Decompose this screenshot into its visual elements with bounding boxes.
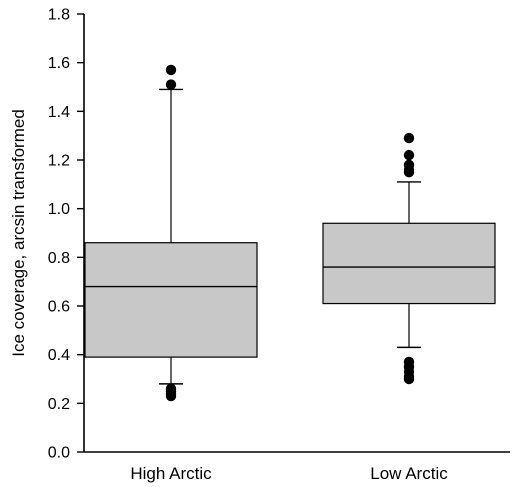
y-tick-label: 1.4 [48, 104, 70, 121]
outlier-point [165, 383, 177, 394]
y-tick-label: 0.0 [48, 445, 70, 462]
y-axis-title: Ice coverage, arcsin transformed [9, 109, 28, 357]
y-tick-label: 1.0 [48, 201, 70, 218]
outlier-point [165, 79, 177, 90]
y-tick-label: 0.8 [48, 250, 70, 267]
box-group-low-arctic [322, 132, 496, 385]
outlier-point [403, 149, 415, 161]
box-iqr [322, 222, 496, 305]
category-label: Low Arctic [370, 464, 448, 483]
outlier-point [165, 64, 177, 76]
box-iqr [84, 242, 258, 358]
y-tick-label: 0.2 [48, 396, 70, 413]
y-tick-label: 1.6 [48, 55, 70, 72]
box-group-high-arctic [84, 64, 258, 402]
category-labels: High Arctic Low Arctic [130, 464, 448, 483]
y-tick-label: 1.8 [48, 7, 70, 24]
outlier-point [403, 356, 415, 368]
y-tick-label: 0.4 [48, 347, 70, 364]
outlier-point [403, 159, 415, 171]
axes [83, 14, 510, 453]
category-label: High Arctic [130, 464, 212, 483]
outlier-point [403, 132, 415, 144]
y-ticks: 0.0 0.2 0.4 0.6 0.8 1.0 1.2 1.4 1.6 1.8 [48, 7, 84, 462]
y-tick-label: 0.6 [48, 299, 70, 316]
boxes [84, 64, 496, 402]
y-tick-label: 1.2 [48, 153, 70, 170]
